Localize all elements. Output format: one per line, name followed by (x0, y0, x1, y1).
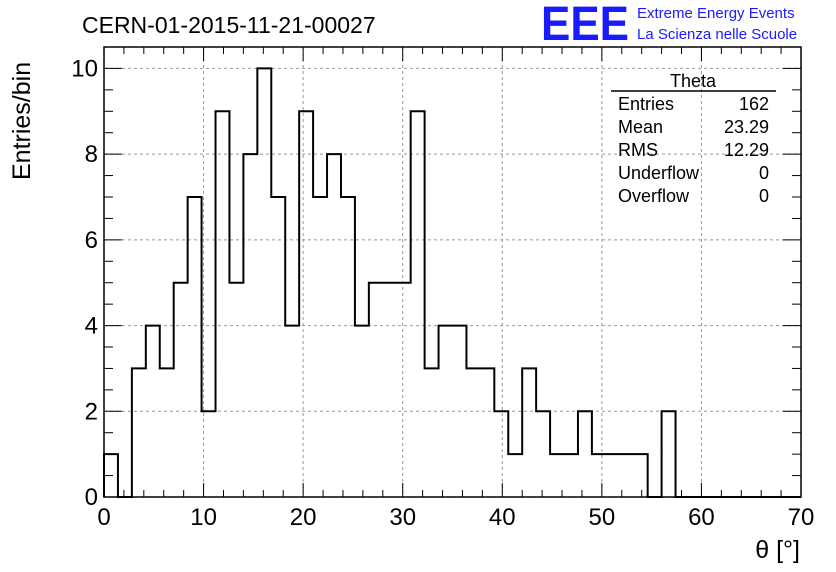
logo-line-2: La Scienza nelle Scuole (637, 26, 797, 43)
stats-row-label: Underflow (618, 163, 700, 183)
stats-box: Theta Entries 162 Mean 23.29 RMS 12.29 Underfl… (611, 71, 776, 206)
y-tick-label: 0 (85, 484, 98, 511)
stats-row-value: 0 (759, 186, 769, 206)
x-axis-label: θ [°] (755, 536, 800, 564)
y-tick-label: 6 (85, 227, 98, 254)
y-tick-labels: 0 2 4 6 8 10 (71, 55, 98, 511)
x-tick-label: 20 (290, 504, 317, 531)
stats-row-label: RMS (618, 140, 658, 160)
x-tick-label: 70 (788, 504, 815, 531)
chart-title: CERN-01-2015-11-21-00027 (82, 12, 376, 38)
y-tick-label: 10 (71, 55, 98, 82)
histogram-outline (103, 67, 801, 498)
eee-logo: EEE (541, 0, 629, 51)
logo-line-1: Extreme Energy Events (637, 5, 795, 22)
stats-row-value: 23.29 (724, 117, 769, 137)
x-tick-label: 10 (190, 504, 217, 531)
y-tick-label: 8 (85, 141, 98, 168)
axis-ticks (103, 46, 802, 498)
stats-row-label: Overflow (618, 186, 690, 206)
y-tick-label: 2 (85, 398, 98, 425)
stats-box-title: Theta (670, 71, 717, 91)
y-tick-label: 4 (85, 313, 98, 340)
x-tick-label: 50 (589, 504, 616, 531)
stats-row-value: 162 (739, 94, 769, 114)
y-axis-label: Entries/bin (8, 62, 36, 180)
stats-row-value: 0 (759, 163, 769, 183)
grid-lines (103, 47, 802, 498)
stats-row-label: Mean (618, 117, 663, 137)
plot-frame (103, 46, 802, 498)
x-tick-label: 40 (489, 504, 516, 531)
x-tick-label: 0 (97, 504, 110, 531)
x-tick-label: 60 (688, 504, 715, 531)
x-tick-labels: 0 10 20 30 40 50 60 70 (97, 504, 814, 531)
stats-row-label: Entries (618, 94, 674, 114)
stats-row-value: 12.29 (724, 140, 769, 160)
x-tick-label: 30 (389, 504, 416, 531)
